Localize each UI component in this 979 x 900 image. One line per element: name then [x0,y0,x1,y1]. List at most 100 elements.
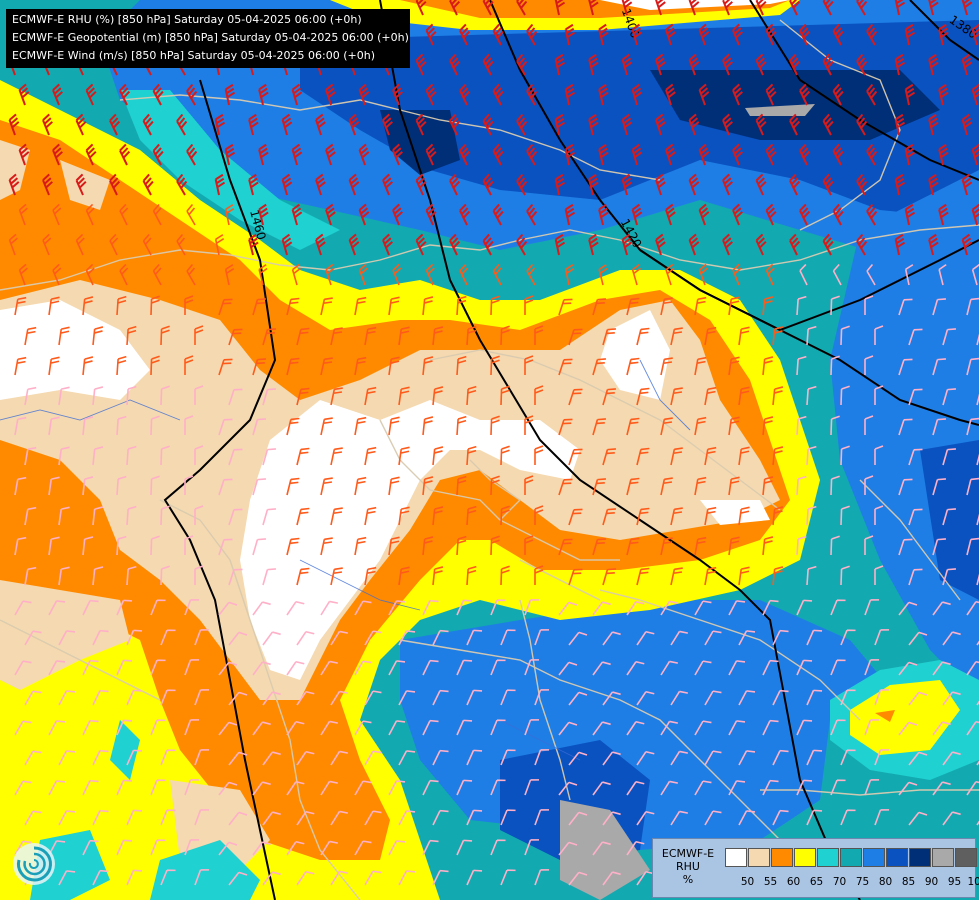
wind-barb [636,690,655,706]
wind-barb [524,475,534,495]
wind-barb [722,0,733,16]
wind-barb [18,143,30,166]
wind-barb [432,689,449,706]
wind-barb [822,113,834,136]
wind-barb [194,445,204,465]
wind-barb [762,476,774,496]
wind-barb [568,871,588,886]
wind-barb [626,417,640,436]
wind-barb [490,599,506,616]
wind-barb [526,264,536,286]
wind-barb [765,143,777,166]
legend-swatch [840,848,862,867]
wind-barb [534,689,550,706]
wind-barb [296,690,315,706]
wind-barb [92,446,104,466]
wind-barb [466,445,477,466]
wind-barb [456,535,467,556]
wind-barb [14,476,27,496]
wind-barb [704,810,722,826]
wind-barb [592,781,611,796]
wind-barb [388,720,406,736]
wind-barb [126,385,137,406]
wind-barb [218,478,233,496]
wind-barb [558,538,573,556]
wind-barb [325,83,336,106]
wind-barb [184,415,194,435]
wind-barb [568,448,583,466]
wind-barb [864,779,880,796]
wind-barb [524,355,534,375]
wind-barb [524,719,540,736]
wind-barb [904,23,916,46]
wind-barb [524,779,540,796]
wind-barb [728,296,740,316]
wind-barb [92,566,104,586]
wind-barb [694,600,712,616]
legend-swatch [794,848,816,867]
wind-barb [92,629,109,646]
wind-barb [176,173,188,196]
wind-barb [248,113,259,136]
wind-barb [765,83,777,106]
wind-barb [364,630,382,646]
wind-barb [864,535,874,555]
wind-barb [42,233,52,256]
wind-barb [694,476,707,496]
wind-barb [490,719,506,736]
wind-barb [490,779,506,796]
wind-barb [456,355,467,376]
wind-barb [908,631,928,646]
wind-barb [626,600,645,616]
wind-barb [660,720,679,736]
legend-label: 95 [947,876,962,888]
wind-barb [296,447,310,466]
legend-swatch [909,848,931,867]
legend-label: 80 [878,876,893,888]
wind-barb [688,0,700,16]
wind-barb [789,233,801,256]
wind-barb [398,750,416,766]
wind-barb [765,23,777,46]
wind-barb [320,720,339,736]
wind-barb [588,53,599,76]
wind-barb [772,749,789,766]
legend-swatch [771,848,793,867]
wind-barb [126,629,143,646]
wind-barb [354,840,372,856]
wind-barb [286,537,300,556]
wind-barb [262,871,281,886]
wind-barb [358,143,370,166]
wind-barb [258,83,269,106]
wind-barb [456,475,467,496]
wind-barb [85,83,97,106]
legend-swatch [932,848,954,867]
wind-barb [364,446,377,466]
wind-barb [252,478,266,496]
wind-barb [194,505,204,525]
wind-barb [286,477,300,496]
wind-barb [48,356,60,376]
wind-barb [698,143,710,166]
wind-barb [626,357,640,376]
wind-barb [422,839,439,856]
wind-barb [262,811,281,826]
wind-barb [184,839,200,856]
wind-barb [722,113,733,136]
wind-barb [942,751,961,766]
wind-barb [602,568,616,586]
wind-barb [568,691,588,706]
wind-barb [856,173,868,196]
wind-barb [738,566,750,586]
wind-barb [554,173,566,196]
isohypse-1380 [749,0,979,181]
wind-barb [388,296,400,316]
wind-barb [832,143,844,166]
wind-barb [568,508,583,526]
wind-barb [194,565,204,585]
wind-barb [482,53,494,76]
wind-barb [224,143,236,166]
wind-barb [636,327,650,346]
wind-barb [392,263,402,286]
wind-barb [806,565,817,586]
